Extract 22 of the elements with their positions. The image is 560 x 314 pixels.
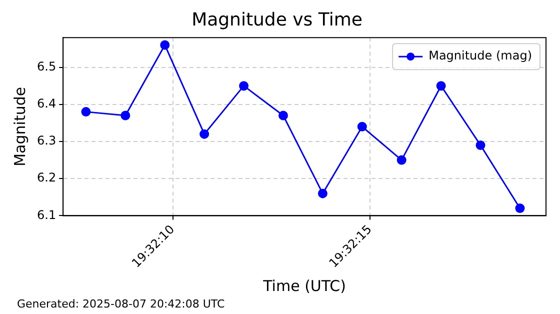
y-tick-label: 6.5 xyxy=(36,59,56,74)
point xyxy=(160,40,170,50)
point xyxy=(81,107,91,117)
text: Generated: 2025-08-07 20:42:08 UTC xyxy=(17,297,226,310)
point xyxy=(239,81,249,91)
point xyxy=(515,204,525,214)
point xyxy=(436,81,446,91)
point xyxy=(200,129,210,139)
point xyxy=(357,122,367,132)
x-axis-title: Time (UTC) xyxy=(262,276,346,295)
chart-title: Magnitude vs Time xyxy=(192,9,362,30)
y-tick-label: 6.3 xyxy=(36,134,56,148)
point xyxy=(318,188,328,198)
point xyxy=(396,155,406,165)
point xyxy=(476,140,486,150)
point xyxy=(278,110,288,120)
y-tick-label: 6.2 xyxy=(36,170,56,185)
legend-label: Magnitude (mag) xyxy=(428,48,532,63)
y-tick-label: 6.1 xyxy=(36,208,56,222)
y-axis-title: Magnitude xyxy=(10,86,29,166)
point xyxy=(120,110,130,120)
y-tick-label: 6.4 xyxy=(36,96,56,111)
